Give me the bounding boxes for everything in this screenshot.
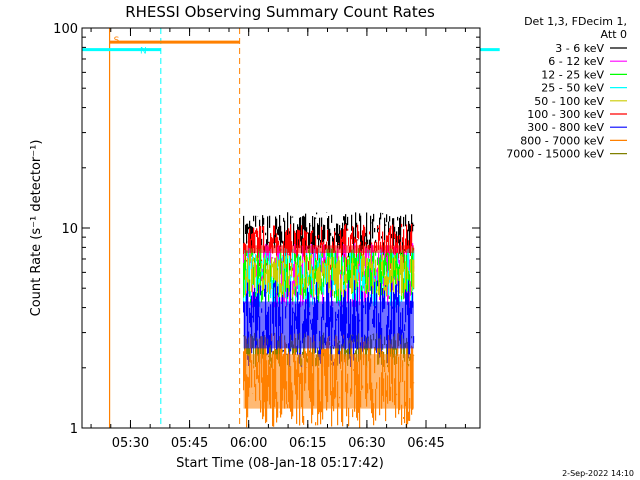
y-axis-label: Count Rate (s⁻¹ detector⁻¹) [29,140,44,317]
x-tick-label: 06:15 [289,436,326,451]
tick-layer: 05:30 05:45 06:00 06:15 06:30 06:45 1 10 100 [53,22,480,451]
legend-entry-label: 50 - 100 keV [534,95,604,108]
flag-layer: SN [82,28,500,428]
x-tick-label: 05:30 [112,436,149,451]
legend-entry-label: 6 - 12 keV [548,55,604,68]
series-band-5 [243,245,414,253]
data-layer [243,212,415,428]
legend-entry-label: 12 - 25 keV [541,68,604,81]
legend-entry-label: 25 - 50 keV [541,82,604,95]
x-tick-label: 05:45 [171,436,208,451]
x-tick-label: 06:45 [407,436,444,451]
legend-entry-label: 7000 - 15000 keV [506,148,604,161]
y-tick-label: 1 [70,422,78,437]
series-band-6 [243,301,414,349]
x-tick-label: 06:00 [230,436,267,451]
y-tick-label: 100 [53,22,78,37]
x-tick-label: 06:30 [348,436,385,451]
date-stamp: 2-Sep-2022 14:10 [562,469,634,478]
y-tick-label: 10 [61,222,78,237]
x-axis-label: Start Time (08-Jan-18 05:17:42) [176,456,384,471]
legend-header-line-2: Att 0 [601,28,627,41]
legend-entry-label: 300 - 800 keV [527,121,604,134]
series-band-7 [243,354,414,409]
series-50-100-kev [243,253,415,298]
legend-entry-label: 3 - 6 keV [555,42,604,55]
legend-entry-label: 100 - 300 keV [527,108,604,121]
chart-title: RHESSI Observing Summary Count Rates [125,3,435,21]
flag-label-s: S [114,36,120,46]
legend-entry-label: 800 - 7000 keV [520,134,604,147]
flag-label-n: N [140,47,147,57]
legend-header-line-1: Det 1,3, FDecim 1, [524,15,627,28]
